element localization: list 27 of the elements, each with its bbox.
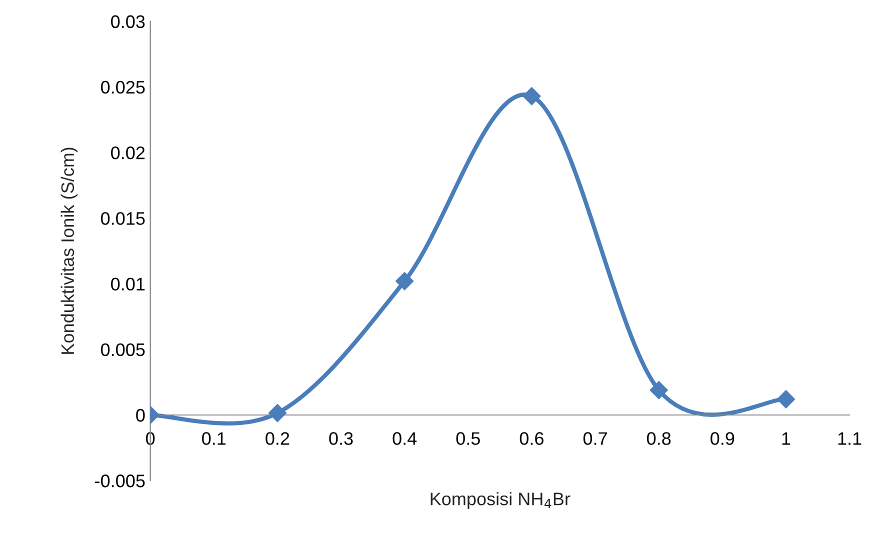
y-tick-label: 0.025 [100, 80, 145, 94]
x-tick-label: 0.7 [583, 432, 607, 445]
point [268, 404, 287, 422]
x-tick-label: 0.1 [202, 432, 226, 445]
x-tick-label: 0.2 [266, 432, 290, 445]
y-tick-label: -0.005 [95, 474, 145, 488]
y-tick-label: 0.005 [100, 343, 145, 356]
y-tick-label: 0 [136, 408, 145, 422]
x-tick-label: 1.1 [838, 432, 862, 445]
y-tick-label: 0.02 [111, 146, 145, 160]
y-tick-label: 0.01 [111, 278, 145, 291]
x-tick-label: 0.3 [329, 432, 353, 445]
x-axis-title: Komposisi NH$_{4}$Br [430, 492, 570, 509]
point [776, 390, 796, 409]
x-tick-label: 0.9 [710, 432, 734, 445]
y-tick-label: 0.015 [100, 212, 145, 225]
x-tick-label: 0.6 [520, 432, 544, 445]
y-axis-title: Konduktivitas Ionik (S/cm) [60, 148, 78, 354]
x-tick-label: 0 [146, 432, 155, 445]
y-tick-label: 0.03 [111, 15, 145, 28]
x-tick-label: 1 [782, 432, 790, 445]
point [522, 86, 542, 106]
x-tick-label: 0.4 [392, 432, 417, 445]
point [650, 380, 668, 400]
x-tick-label: 0.8 [646, 432, 671, 445]
x-tick-label: 0.5 [456, 432, 480, 445]
point [395, 272, 414, 290]
